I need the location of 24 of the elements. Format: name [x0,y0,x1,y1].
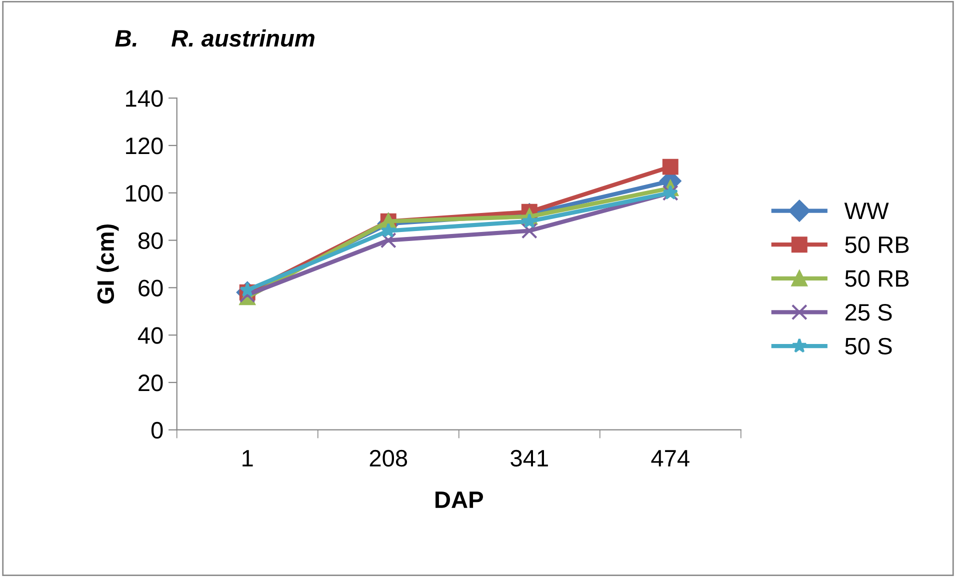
x-tick-label: 474 [651,450,690,466]
y-tick-label: 20 [138,374,163,392]
y-tick-label: 60 [138,280,163,296]
y-tick-label: 120 [126,138,163,154]
x-tick-label: 341 [510,450,548,467]
legend-label: 50 RB [845,270,909,287]
x-tick-label: 1 [242,450,253,466]
y-tick-label: 80 [138,232,163,250]
legend-label: 25 S [845,304,892,321]
legend-label: 50 S [845,338,892,355]
legend-label: WW [844,202,889,220]
point [240,282,256,297]
legend-label: 50 RB [845,236,909,254]
x-axis-title: DAP [436,492,483,508]
point [521,222,538,239]
point [662,158,678,175]
y-tick-label: 0 [151,422,163,439]
chart-title: B. R. austrinum [115,29,314,47]
y-tick-label: 140 [126,90,163,107]
y-axis-title: GI (cm) [96,224,119,304]
y-tick-label: 100 [126,184,163,202]
point [380,232,396,248]
y-tick-label: 40 [138,327,163,344]
x-tick-label: 208 [370,450,408,467]
